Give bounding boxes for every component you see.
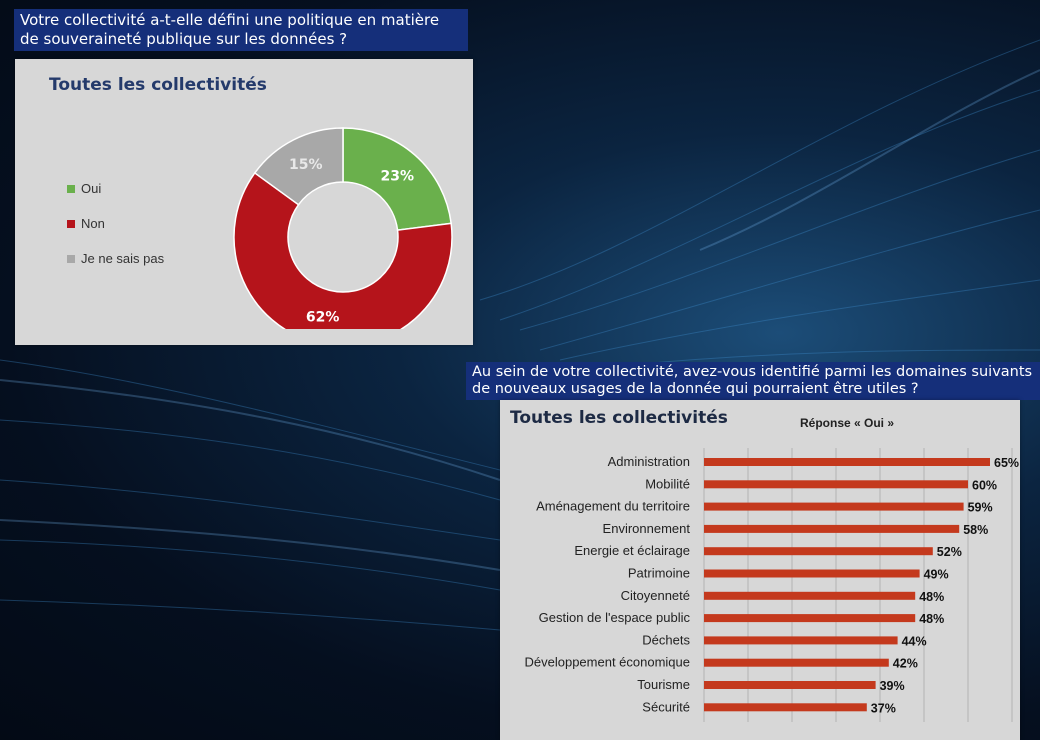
value-label-developpement-economique: 42% bbox=[893, 657, 918, 671]
category-label-tourisme: Tourisme bbox=[637, 677, 690, 692]
category-label-developpement-economique: Développement économique bbox=[525, 655, 691, 670]
category-label-patrimoine: Patrimoine bbox=[628, 566, 690, 581]
question-2-title: Au sein de votre collectivité, avez-vous… bbox=[466, 362, 1040, 400]
value-label-administration: 65% bbox=[994, 456, 1019, 470]
category-label-gestion-de-l-espace-public: Gestion de l'espace public bbox=[539, 610, 691, 625]
bar-environnement bbox=[704, 524, 960, 533]
donut-slice-oui bbox=[342, 127, 452, 231]
bar-citoyennete bbox=[704, 591, 916, 600]
legend-label-je-ne-sais-pas: Je ne sais pas bbox=[81, 251, 165, 266]
bar-chart: Administration 65% Mobilité 60% Aménagement … bbox=[525, 448, 1019, 722]
legend-item-non: Non bbox=[67, 206, 164, 241]
donut-label-oui: 23% bbox=[380, 168, 414, 184]
donut-label-non: 62% bbox=[306, 309, 340, 325]
bar-patrimoine bbox=[704, 569, 920, 578]
bar-mobilite bbox=[704, 480, 968, 489]
bar-tourisme bbox=[704, 681, 876, 689]
category-label-energie-et-eclairage: Energie et éclairage bbox=[574, 543, 690, 558]
donut-chart-panel: Toutes les collectivités Oui Non Je ne s… bbox=[15, 59, 473, 345]
value-label-amenagement-du-territoire: 59% bbox=[968, 501, 993, 515]
legend-swatch-je-ne-sais-pas bbox=[67, 254, 75, 263]
value-label-energie-et-eclairage: 52% bbox=[937, 545, 962, 559]
value-label-dechets: 44% bbox=[902, 634, 927, 648]
donut-legend: Oui Non Je ne sais pas bbox=[67, 171, 164, 276]
category-label-securite: Sécurité bbox=[642, 699, 690, 714]
bar-developpement-economique bbox=[704, 658, 889, 667]
bar-securite bbox=[704, 703, 867, 712]
question-1-title: Votre collectivité a-t-elle défini une p… bbox=[14, 9, 468, 51]
category-label-dechets: Déchets bbox=[642, 632, 690, 647]
value-label-environnement: 58% bbox=[963, 523, 988, 537]
bar-dechets bbox=[704, 636, 898, 645]
bar-chart-panel: Toutes les collectivités Réponse « Oui »… bbox=[500, 400, 1020, 740]
legend-item-je-ne-sais-pas: Je ne sais pas bbox=[67, 241, 164, 276]
category-label-citoyennete: Citoyenneté bbox=[621, 588, 690, 603]
category-label-amenagement-du-territoire: Aménagement du territoire bbox=[536, 499, 690, 514]
legend-label-non: Non bbox=[81, 216, 105, 231]
bar-gestion-de-l-espace-public bbox=[704, 614, 916, 623]
bar-energie-et-eclairage bbox=[704, 547, 933, 556]
donut-slice-je-ne-sais-pas bbox=[253, 127, 344, 206]
value-label-mobilite: 60% bbox=[972, 478, 997, 492]
category-label-mobilite: Mobilité bbox=[645, 476, 690, 491]
legend-item-oui: Oui bbox=[67, 171, 164, 206]
donut-label-je-ne-sais-pas: 15% bbox=[289, 157, 323, 173]
donut-chart: 23% 62% 15% bbox=[233, 127, 453, 329]
value-label-tourisme: 39% bbox=[880, 679, 905, 693]
bar-amenagement-du-territoire bbox=[704, 502, 964, 511]
legend-swatch-oui bbox=[67, 184, 75, 193]
bar-administration bbox=[704, 458, 990, 466]
legend-swatch-non bbox=[67, 219, 75, 228]
legend-label-oui: Oui bbox=[81, 181, 102, 196]
bar-chart-title: Toutes les collectivités bbox=[510, 408, 728, 428]
bar-chart-subtitle: Réponse « Oui » bbox=[800, 416, 895, 430]
category-label-administration: Administration bbox=[608, 454, 690, 469]
value-label-gestion-de-l-espace-public: 48% bbox=[919, 612, 944, 626]
value-label-patrimoine: 49% bbox=[924, 568, 949, 582]
value-label-securite: 37% bbox=[871, 701, 896, 715]
donut-chart-title: Toutes les collectivités bbox=[49, 75, 267, 95]
donut-slice-non bbox=[233, 171, 453, 329]
value-label-citoyennete: 48% bbox=[919, 590, 944, 604]
category-label-environnement: Environnement bbox=[603, 521, 691, 536]
